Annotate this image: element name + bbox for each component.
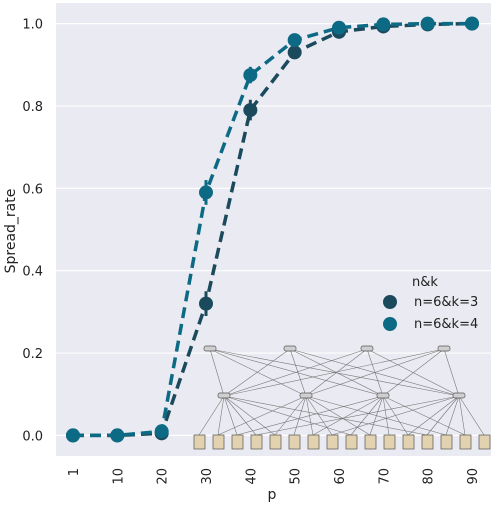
x-tick-label: 80 — [422, 468, 437, 485]
x-axis-label: p — [268, 487, 277, 503]
switch-icon — [437, 345, 451, 352]
data-point — [332, 20, 346, 35]
data-point — [66, 428, 80, 443]
data-point — [199, 296, 213, 311]
server-icon — [364, 434, 377, 450]
server-icon — [459, 434, 472, 450]
switch-icon — [360, 345, 374, 352]
server-icon — [307, 434, 320, 450]
server-icon — [326, 434, 339, 450]
x-tick-label: 60 — [333, 468, 348, 485]
data-point — [287, 33, 302, 48]
server-icon — [250, 434, 263, 450]
legend-title: n&k — [412, 275, 438, 290]
server-icon — [231, 434, 244, 450]
server-icon — [478, 434, 491, 450]
data-point — [420, 16, 435, 31]
legend-label-1: n=6&k=4 — [414, 317, 478, 332]
switch-icon — [217, 392, 231, 399]
switch-icon — [203, 345, 217, 352]
data-point — [376, 17, 391, 32]
server-icon — [421, 434, 434, 450]
data-point — [243, 68, 258, 83]
server-icon — [288, 434, 301, 450]
legend-marker-0 — [383, 295, 397, 309]
legend-label-0: n=6&k=3 — [414, 295, 478, 310]
server-icon — [345, 434, 358, 450]
y-tick-label: 0.4 — [22, 265, 43, 280]
grid-lines — [56, 22, 491, 437]
y-tick-label: 0.6 — [22, 182, 43, 197]
data-point — [154, 424, 169, 439]
data-point — [465, 16, 479, 31]
x-tick-label: 20 — [156, 468, 171, 485]
series-points — [66, 16, 479, 443]
server-icon — [402, 434, 415, 450]
data-point — [199, 185, 213, 200]
x-tick-label: 70 — [377, 468, 392, 485]
x-tick-label: 30 — [200, 468, 215, 485]
server-icon — [269, 434, 282, 450]
y-tick-label: 0.2 — [22, 347, 43, 362]
legend: n&k n=6&k=3 n=6&k=4 — [383, 275, 478, 332]
data-point — [287, 45, 302, 60]
server-icon — [383, 434, 396, 450]
y-tick-label: 1.0 — [22, 18, 43, 33]
server-icon — [193, 434, 206, 450]
x-tick-label: 40 — [244, 468, 259, 485]
switch-icon — [376, 392, 390, 399]
legend-marker-1 — [383, 317, 397, 331]
series-lines — [73, 21, 473, 438]
series-line-0 — [73, 21, 473, 438]
plot-background — [56, 3, 491, 456]
x-tick-label: 50 — [289, 468, 304, 485]
y-tick-label: 0.0 — [22, 429, 43, 444]
server-icon — [440, 434, 453, 450]
data-point — [110, 428, 125, 443]
switch-icon — [283, 345, 297, 352]
series-line-1 — [73, 21, 472, 438]
data-point — [243, 103, 258, 118]
y-tick-labels: 0.0 0.2 0.4 0.6 0.8 1.0 — [22, 18, 43, 445]
y-axis-label: Spread_rate — [3, 189, 19, 274]
network-diagram-illustration — [193, 345, 491, 450]
server-icon — [212, 434, 225, 450]
x-tick-label: 1 — [67, 468, 82, 476]
switch-icon — [452, 392, 466, 399]
x-tick-label: 90 — [466, 468, 481, 485]
x-tick-label: 10 — [111, 468, 126, 485]
x-tick-labels: 1 10 20 30 40 50 60 70 80 90 — [67, 468, 481, 485]
y-tick-label: 0.8 — [22, 100, 43, 115]
switch-icon — [299, 392, 313, 399]
